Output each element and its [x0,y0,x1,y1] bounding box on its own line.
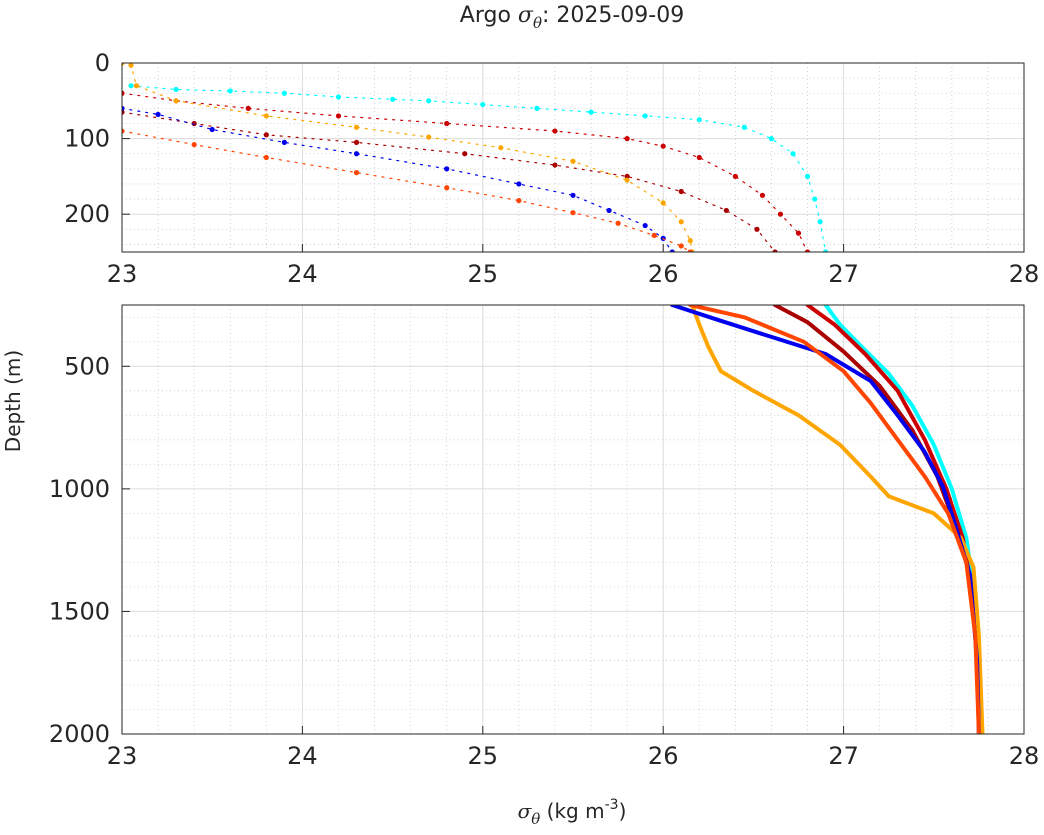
svg-text:σθ (kg m-3): σθ (kg m-3) [518,797,627,828]
upper-series-group [122,63,829,252]
profile-2-point [624,173,630,179]
profile-3-point [263,113,269,119]
x-tick-label: 28 [1009,742,1040,770]
x-tick-label: 26 [648,742,679,770]
profile-2-point [772,249,778,252]
profile-1-point [804,249,811,252]
profile-3-point [624,177,630,183]
y-tick-label: 100 [64,125,110,153]
profile-3-point [687,238,693,244]
y-tick-label: 1500 [49,597,110,625]
x-tick-label: 24 [287,260,318,288]
x-tick-label: 28 [1009,260,1040,288]
profile-5-line [688,305,981,734]
profile-4-point [606,207,612,214]
profile-1-point [552,128,558,134]
profile-5-point [678,243,684,249]
profile-4-point [353,151,360,157]
profile-1-point [696,154,702,161]
profile-4-point [281,139,287,145]
y-tick-label: 0 [95,49,110,77]
profile-2-point [353,139,360,145]
profile-0-point [822,249,829,252]
x-tick-label: 23 [107,742,138,770]
upper-depth-panel: 23 24 25 26 27 28 0 100 200 [64,49,1039,288]
x-tick-label: 23 [107,260,138,288]
profile-0-dotted-line [130,85,827,252]
x-tick-label: 26 [648,260,679,288]
profile-0-point [741,124,747,130]
x-tick-label: 25 [468,260,499,288]
y-tick-label: 500 [64,352,110,380]
x-tick-label: 27 [828,742,859,770]
profile-0-point [173,86,179,93]
profile-4-point [155,111,161,118]
profile-4-point [570,192,576,198]
profile-0-point [390,96,396,102]
svg-text:Argo σθ: 2025-09-09: Argo σθ: 2025-09-09 [460,3,684,32]
profile-4-point [209,126,215,133]
profile-1-point [245,105,251,111]
lower-series-group [670,305,985,734]
x-tick-label: 24 [287,742,318,770]
y-tick-label: 2000 [49,720,110,748]
profile-4-dotted-line [122,107,673,252]
upper-plot-area [121,62,1025,253]
profile-2-point [552,162,558,168]
profile-0-point [588,109,594,115]
profile-3-line [690,305,985,734]
profile-5-point [651,232,657,238]
profile-3-point [133,83,140,89]
x-tick-label: 25 [468,742,499,770]
y-tick-label: 200 [64,200,110,228]
profile-5-point [353,170,360,176]
x-axis-title: σθ (kg m-3) [518,797,627,828]
chart-title: Argo σθ: 2025-09-09 [460,3,684,32]
profile-5-point [263,154,269,161]
profile-0-point [642,113,648,119]
profile-2-dotted-line [122,111,776,252]
profile-0-point [534,105,540,111]
profile-5-point [687,249,693,252]
x-tick-label: 27 [828,260,859,288]
profile-4-point [516,181,522,187]
y-tick-label: 1000 [49,475,110,503]
svg-text:Depth (m): Depth (m) [1,350,25,452]
profile-0-point [768,136,775,142]
profile-1-point [444,120,450,127]
profile-4-point [669,249,675,252]
upper-axes-frame [121,62,1025,253]
profile-5-point [516,197,522,204]
profile-2-point [678,188,684,195]
profile-5-dotted-line [122,130,691,252]
lower-plot-area [121,304,1025,735]
profile-3-point [353,124,360,130]
y-axis-title: Depth (m) [1,350,25,452]
lower-depth-panel: 23 24 25 26 27 28 500 1000 1500 2000 [49,304,1040,770]
lower-axes-frame [121,304,1025,735]
profile-0-point [227,88,233,94]
profile-1-point [624,136,630,142]
